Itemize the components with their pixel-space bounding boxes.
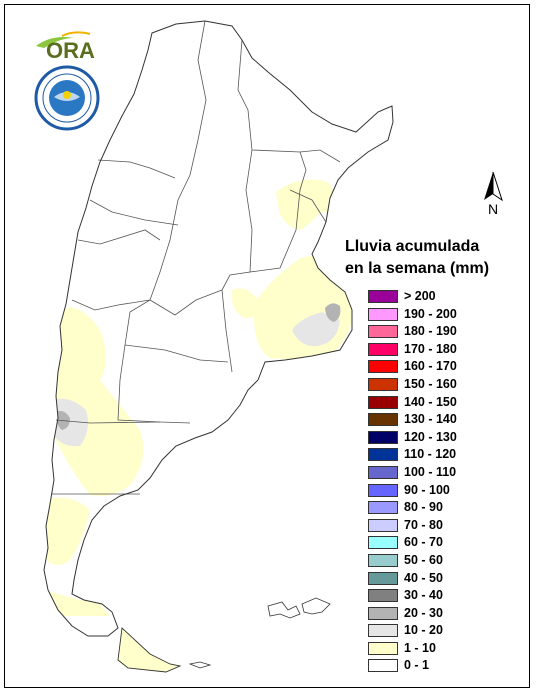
legend-swatch [368, 536, 398, 550]
legend-swatch [368, 360, 398, 374]
isla-de-los-estados-icon [188, 661, 212, 669]
rain-shading [44, 179, 356, 616]
legend-item: 150 - 160 [368, 376, 518, 394]
legend-swatch [368, 589, 398, 603]
legend-label: 190 - 200 [404, 306, 457, 321]
legend-title-line2: en la semana (mm) [345, 260, 490, 277]
ora-logo-icon: ORA [36, 31, 95, 62]
legend-swatch [368, 641, 398, 655]
legend-item: 50 - 60 [368, 552, 518, 570]
ora-logo-text: ORA [46, 38, 95, 62]
legend-item: 140 - 150 [368, 394, 518, 412]
legend-item: 40 - 50 [368, 570, 518, 588]
legend-swatch [368, 483, 398, 497]
legend-label: 50 - 60 [404, 552, 443, 567]
legend-swatch [368, 448, 398, 462]
legend-item: 190 - 200 [368, 306, 518, 324]
legend-item: 30 - 40 [368, 587, 518, 605]
legend-label: 110 - 120 [404, 447, 457, 462]
legend-label: 160 - 170 [404, 359, 457, 374]
legend-item: 110 - 120 [368, 446, 518, 464]
north-label: N [488, 201, 498, 217]
legend-label: 20 - 30 [404, 605, 443, 620]
legend-swatch [368, 606, 398, 620]
legend-label: 10 - 20 [404, 623, 443, 638]
legend-swatch [368, 325, 398, 339]
legend-label: 170 - 180 [404, 341, 457, 356]
legend: > 200 190 - 200 180 - 190 170 - 180 160 - 17… [368, 288, 518, 675]
legend-title-line1: Lluvia acumulada [345, 238, 480, 255]
legend-swatch [368, 501, 398, 515]
legend-swatch [368, 342, 398, 356]
legend-item: 100 - 110 [368, 464, 518, 482]
legend-swatch [368, 395, 398, 409]
legend-label: 150 - 160 [404, 376, 457, 391]
legend-label: 90 - 100 [404, 482, 450, 497]
legend-label: 1 - 10 [404, 640, 436, 655]
north-arrow-icon: N [484, 171, 503, 217]
legend-item: 90 - 100 [368, 482, 518, 500]
legend-swatch [368, 518, 398, 532]
legend-label: 140 - 150 [404, 394, 457, 409]
legend-label: 30 - 40 [404, 588, 443, 603]
legend-item: 1 - 10 [368, 640, 518, 658]
legend-item: 80 - 90 [368, 499, 518, 517]
legend-label: 70 - 80 [404, 517, 443, 532]
legend-swatch [368, 465, 398, 479]
legend-item: 60 - 70 [368, 534, 518, 552]
legend-label: 130 - 140 [404, 412, 457, 427]
legend-swatch [368, 413, 398, 427]
legend-item: 120 - 130 [368, 429, 518, 447]
legend-label: 180 - 190 [404, 324, 457, 339]
legend-label: > 200 [404, 289, 436, 303]
legend-item: 70 - 80 [368, 517, 518, 535]
legend-item: 160 - 170 [368, 358, 518, 376]
legend-item: 20 - 30 [368, 605, 518, 623]
legend-label: 120 - 130 [404, 429, 457, 444]
malvinas-icon [267, 597, 331, 619]
legend-swatch [368, 290, 398, 303]
tierra-del-fuego-icon [117, 627, 182, 673]
legend-label: 0 - 1 [404, 658, 430, 673]
legend-swatch [368, 571, 398, 585]
legend-item: 0 - 1 [368, 657, 518, 675]
legend-label: 60 - 70 [404, 535, 443, 550]
legend-swatch [368, 624, 398, 638]
legend-item: > 200 [368, 288, 518, 306]
legend-swatch [368, 377, 398, 391]
legend-item: 10 - 20 [368, 622, 518, 640]
legend-swatch [368, 307, 398, 321]
legend-label: 80 - 90 [404, 500, 443, 515]
legend-swatch [368, 553, 398, 567]
province-borders [52, 20, 341, 495]
legend-label: 100 - 110 [404, 464, 457, 479]
legend-item: 180 - 190 [368, 323, 518, 341]
legend-label: 40 - 50 [404, 570, 443, 585]
smn-seal-icon [34, 65, 100, 131]
legend-item: 130 - 140 [368, 411, 518, 429]
legend-item: 170 - 180 [368, 341, 518, 359]
legend-swatch [368, 430, 398, 444]
legend-swatch [368, 659, 398, 673]
